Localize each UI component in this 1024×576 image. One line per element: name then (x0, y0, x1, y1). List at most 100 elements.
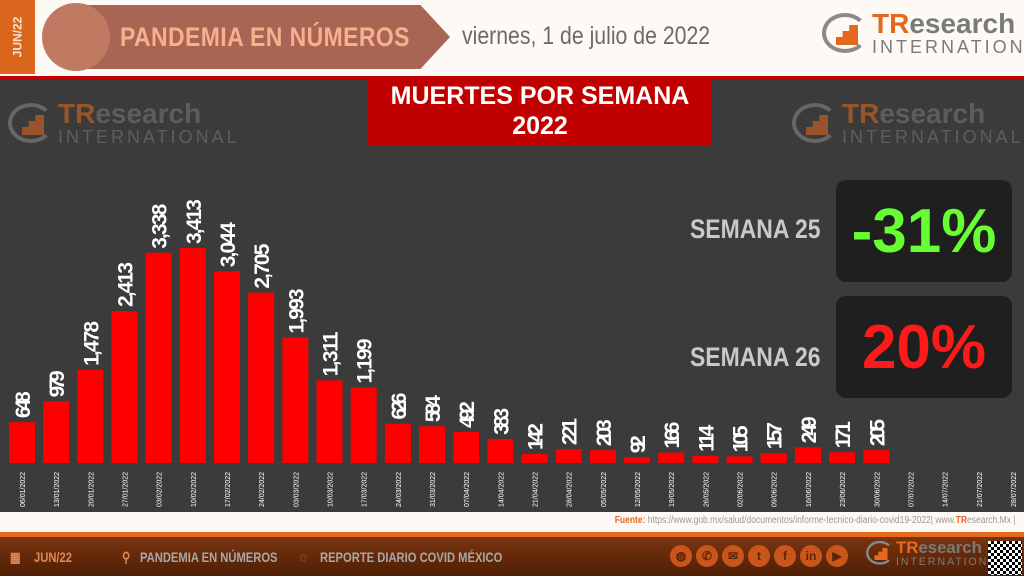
x-tick-label: 27/01/2022 (123, 472, 130, 507)
data-label: 492 (456, 401, 479, 428)
chart-title: MUERTES POR SEMANA 2022 (368, 76, 712, 146)
banner-title: PANDEMIA EN NÚMEROS (120, 22, 410, 52)
bar (589, 450, 616, 463)
x-tick-label: 19/05/2022 (669, 472, 676, 507)
week-25-label: SEMANA 25 (690, 214, 821, 244)
x-tick-label: 16/06/2022 (806, 472, 813, 507)
x-tick-label: 28/07/2022 (1011, 472, 1018, 507)
x-tick-label: 05/05/2022 (601, 472, 608, 507)
x-tick-label: 26/05/2022 (703, 472, 710, 507)
globe-icon[interactable]: ◍ (670, 545, 692, 567)
data-label: 203 (593, 419, 616, 446)
data-label: 979 (46, 370, 69, 397)
x-tick-label: 23/06/2022 (840, 472, 847, 507)
data-label: 648 (12, 391, 35, 418)
x-tick-label: 02/06/2022 (738, 472, 745, 507)
x-tick-label: 31/03/2022 (430, 472, 437, 507)
month-tab: JUN/22 (0, 0, 35, 74)
x-tick-label: 28/04/2022 (567, 472, 574, 507)
x-tick-label: 07/04/2022 (464, 472, 471, 507)
data-label: 2,413 (115, 262, 138, 307)
x-tick-label: 07/07/2022 (908, 472, 915, 507)
logo-mark-icon (822, 13, 868, 53)
data-label: 584 (422, 395, 445, 422)
bar (863, 450, 890, 463)
bar (179, 248, 206, 463)
x-tick-label: 13/01/2022 (54, 472, 61, 507)
x-tick-label: 24/03/2022 (396, 472, 403, 507)
chat-chart-icon: ◌ (300, 549, 307, 565)
x-tick-label: 10/02/2022 (191, 472, 198, 507)
data-label: 1,311 (320, 331, 343, 376)
mail-icon[interactable]: ✉ (722, 545, 744, 567)
bar (829, 452, 856, 463)
data-label: 3,044 (217, 222, 240, 267)
bar (624, 457, 651, 463)
phone-icon[interactable]: ✆ (696, 545, 718, 567)
x-tick-label: 09/06/2022 (772, 472, 779, 507)
bar (692, 455, 719, 463)
bar-chart: 648 06/01/2022 979 13/01/2022 1,478 20/01/202… (9, 199, 1018, 507)
watermark-logo: TResearch INTERNATIONAL (792, 100, 1024, 146)
bar (9, 422, 35, 463)
data-label: 114 (695, 425, 718, 452)
x-tick-label: 24/02/2022 (259, 472, 266, 507)
x-tick-label: 12/05/2022 (635, 472, 642, 507)
footer-month: JUN/22 (34, 549, 72, 565)
bar (760, 453, 787, 463)
bar (111, 310, 138, 463)
bar (214, 271, 241, 463)
banner (80, 5, 450, 69)
twitter-icon[interactable]: t (748, 545, 770, 567)
data-label: 1,993 (285, 288, 308, 333)
bar (521, 454, 548, 463)
x-tick-label: 21/07/2022 (977, 472, 984, 507)
calendar-icon: ▦ (10, 549, 21, 565)
footer-report: REPORTE DIARIO COVID MÉXICO (320, 549, 503, 565)
data-label: 166 (661, 422, 684, 449)
x-tick-label: 20/01/2022 (88, 472, 95, 507)
x-tick-label: 14/07/2022 (943, 472, 950, 507)
data-label: 1,478 (80, 321, 103, 366)
linkedin-icon[interactable]: in (800, 545, 822, 567)
data-label: 249 (798, 416, 821, 443)
data-label: 2,705 (251, 243, 274, 288)
bar (282, 337, 309, 463)
globe-map-icon (42, 3, 110, 71)
x-tick-label: 03/03/2022 (293, 472, 300, 507)
footer-logo: TResearch INTERNATIONAL (866, 539, 1005, 567)
bar (145, 252, 172, 463)
bar (453, 432, 480, 463)
footer: ▦ JUN/22 ⚲ PANDEMIA EN NÚMEROS ◌ REPORTE… (0, 532, 1024, 576)
bar (419, 426, 446, 463)
report-date: viernes, 1 de julio de 2022 (462, 22, 711, 50)
x-tick-label: 17/03/2022 (362, 472, 369, 507)
source-note: Fuente: https://www.gob.mx/salud/documen… (615, 515, 1016, 526)
data-label: 157 (764, 422, 787, 449)
data-label: 92 (627, 435, 650, 453)
data-label: 626 (388, 393, 411, 420)
x-tick-label: 14/04/2022 (498, 472, 505, 507)
youtube-icon[interactable]: ▶ (826, 545, 848, 567)
bar (658, 452, 685, 463)
x-tick-label: 30/06/2022 (874, 472, 881, 507)
data-label: 383 (490, 408, 513, 435)
chart-area: TResearch INTERNATIONAL TResearch INTERNAT… (0, 76, 1024, 512)
bar (794, 447, 821, 463)
data-label: 105 (730, 425, 753, 452)
bar (316, 380, 343, 463)
week-26-label: SEMANA 26 (690, 342, 821, 372)
bar (43, 401, 70, 463)
x-tick-label: 03/02/2022 (157, 472, 164, 507)
x-tick-label: 10/03/2022 (328, 472, 335, 507)
header: JUN/22 PANDEMIA EN NÚMEROS viernes, 1 de… (0, 0, 1024, 76)
bar (555, 449, 582, 463)
facebook-icon[interactable]: f (774, 545, 796, 567)
x-tick-label: 06/01/2022 (20, 472, 27, 507)
data-label: 142 (525, 423, 548, 450)
footer-section: PANDEMIA EN NÚMEROS (140, 549, 278, 565)
x-tick-label: 21/04/2022 (533, 472, 540, 507)
data-label: 171 (832, 421, 855, 448)
bar (726, 456, 753, 463)
